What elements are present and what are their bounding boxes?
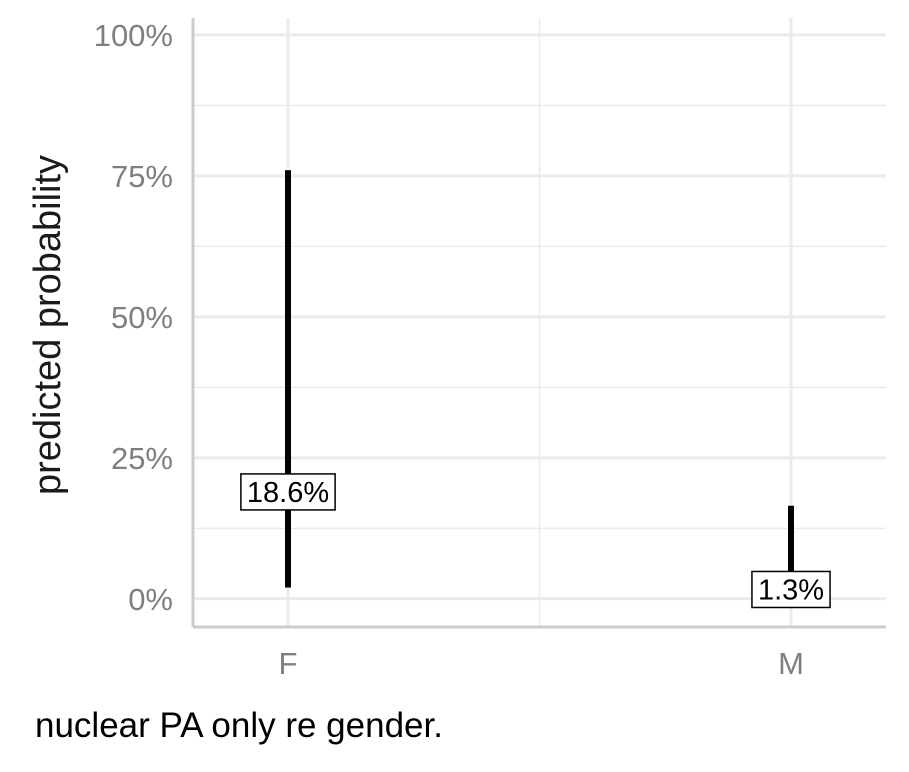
grid-layer bbox=[193, 18, 886, 627]
y-tick-label: 0% bbox=[128, 582, 173, 617]
y-tick-label: 50% bbox=[111, 300, 173, 335]
value-label-f: 18.6% bbox=[240, 473, 336, 511]
axis-layer: 0% 25% 50% 75% 100% F M bbox=[94, 18, 886, 681]
chart-caption: nuclear PA only re gender. bbox=[35, 706, 443, 745]
y-tick-label: 25% bbox=[111, 441, 173, 476]
y-tick-label: 100% bbox=[94, 18, 173, 53]
value-label-text: 1.3% bbox=[758, 574, 824, 606]
value-label-m: 1.3% bbox=[751, 570, 831, 609]
x-tick-label: F bbox=[279, 646, 298, 681]
value-label-text: 18.6% bbox=[247, 477, 329, 509]
value-label-box bbox=[751, 570, 831, 609]
value-label-box bbox=[240, 473, 336, 511]
y-axis-title: predicted probability bbox=[27, 155, 69, 495]
y-tick-label: 75% bbox=[111, 159, 173, 194]
labels-layer: 18.6% 1.3% bbox=[240, 473, 831, 609]
x-tick-label: M bbox=[778, 646, 804, 681]
